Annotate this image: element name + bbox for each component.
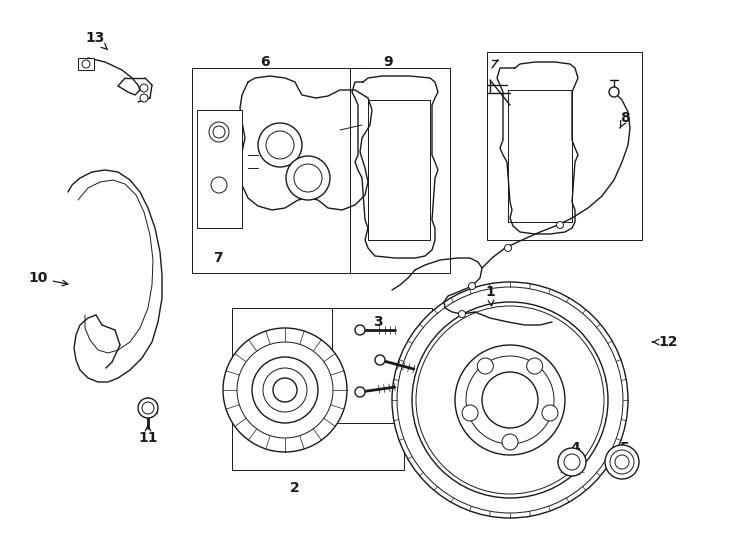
Circle shape [466, 356, 554, 444]
Circle shape [459, 310, 465, 318]
Text: 11: 11 [138, 425, 158, 445]
Text: 8: 8 [620, 111, 630, 128]
Circle shape [615, 455, 629, 469]
Circle shape [355, 387, 365, 397]
Circle shape [462, 405, 478, 421]
Circle shape [138, 398, 158, 418]
Circle shape [412, 302, 608, 498]
Circle shape [527, 358, 542, 374]
Circle shape [140, 94, 148, 102]
Text: 5: 5 [620, 441, 630, 461]
Circle shape [468, 282, 476, 289]
Circle shape [266, 131, 294, 159]
Circle shape [142, 402, 154, 414]
Circle shape [482, 372, 538, 428]
Circle shape [375, 355, 385, 365]
Circle shape [397, 287, 623, 513]
Circle shape [502, 434, 518, 450]
Circle shape [294, 164, 322, 192]
Circle shape [488, 378, 532, 422]
Text: 6: 6 [260, 55, 270, 69]
Bar [487, 52, 642, 240]
Circle shape [416, 306, 604, 494]
Bar [332, 308, 432, 423]
Text: 10: 10 [29, 271, 68, 286]
Text: 13: 13 [85, 31, 108, 50]
Circle shape [263, 368, 307, 412]
Text: 3: 3 [373, 315, 383, 329]
Text: 12: 12 [653, 335, 677, 349]
Bar [350, 68, 450, 273]
Circle shape [542, 405, 558, 421]
Text: 1: 1 [485, 285, 495, 306]
Circle shape [556, 221, 564, 228]
Circle shape [610, 450, 634, 474]
Bar [192, 68, 367, 273]
Circle shape [558, 448, 586, 476]
Circle shape [455, 345, 565, 455]
Circle shape [223, 328, 347, 452]
Circle shape [605, 445, 639, 479]
Circle shape [258, 123, 302, 167]
Bar [197, 110, 242, 228]
Circle shape [564, 454, 580, 470]
Text: 4: 4 [570, 441, 580, 461]
Text: 7: 7 [213, 251, 223, 265]
Bar [78, 58, 94, 70]
Circle shape [82, 60, 90, 68]
Circle shape [252, 357, 318, 423]
Circle shape [140, 84, 148, 92]
Bar [232, 308, 404, 470]
Text: 2: 2 [290, 481, 300, 495]
Text: 9: 9 [383, 55, 393, 69]
Circle shape [209, 122, 229, 142]
Circle shape [477, 358, 493, 374]
Circle shape [237, 342, 333, 438]
Circle shape [211, 177, 227, 193]
Circle shape [392, 282, 628, 518]
Circle shape [355, 325, 365, 335]
Circle shape [609, 87, 619, 97]
Circle shape [213, 126, 225, 138]
Circle shape [273, 378, 297, 402]
Circle shape [504, 245, 512, 252]
Circle shape [286, 156, 330, 200]
